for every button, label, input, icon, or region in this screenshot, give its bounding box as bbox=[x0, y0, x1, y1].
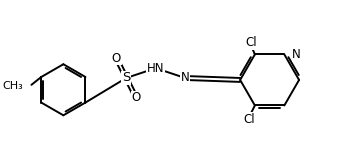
Text: Cl: Cl bbox=[245, 36, 257, 49]
Text: CH₃: CH₃ bbox=[3, 81, 24, 91]
Text: S: S bbox=[122, 71, 130, 85]
Text: O: O bbox=[112, 52, 121, 65]
Text: HN: HN bbox=[147, 62, 164, 75]
Text: Cl: Cl bbox=[243, 113, 255, 126]
Text: N: N bbox=[181, 71, 189, 85]
Text: N: N bbox=[292, 48, 301, 61]
Text: O: O bbox=[131, 91, 141, 104]
